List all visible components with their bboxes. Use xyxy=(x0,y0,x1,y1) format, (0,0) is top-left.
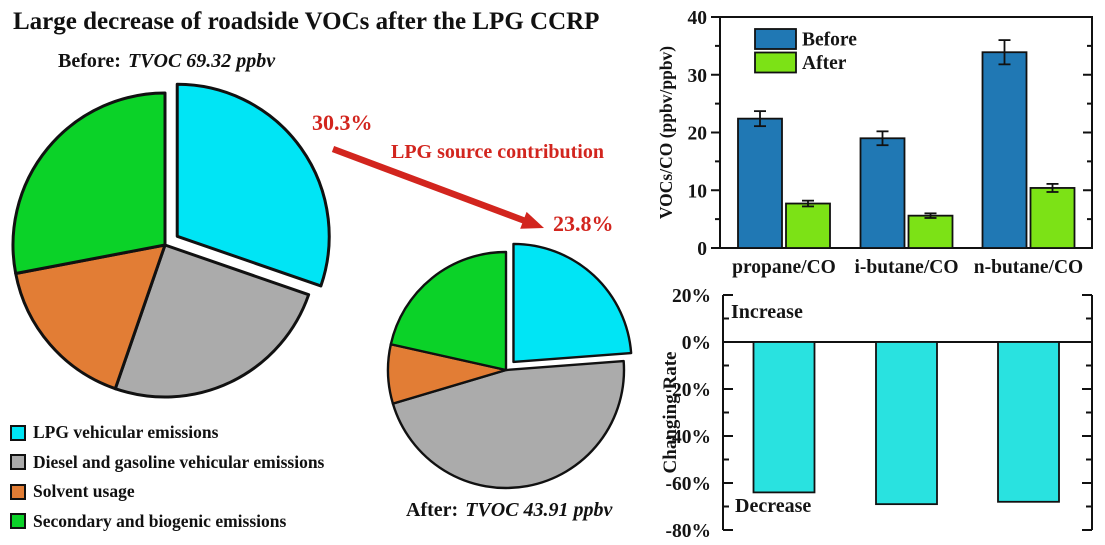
pie-before-title: Before: TVOC 69.32 ppbv xyxy=(58,50,275,73)
legend-label-after: After xyxy=(802,53,847,74)
y-axis-tick-label: 0% xyxy=(682,333,711,354)
pie-after-title-prefix: After: xyxy=(406,499,459,521)
legend-item-lpg: LPG vehicular emissions xyxy=(10,418,324,448)
bar-after-i-butane xyxy=(907,214,954,249)
y-axis-tick-label: 10 xyxy=(688,181,708,202)
y-axis-tick-label: -20% xyxy=(666,380,712,401)
pie-after-title: After: TVOC 43.91 ppbv xyxy=(406,499,612,522)
pie-after-title-value: TVOC 43.91 ppbv xyxy=(465,499,613,521)
bar-after-propane xyxy=(785,202,831,249)
figure-title: Large decrease of roadside VOCs after th… xyxy=(13,8,600,35)
pie-after-slice-lpg xyxy=(512,242,633,364)
pie-after-slice-secondary-biogenic xyxy=(389,250,508,372)
legend-swatch-lpg xyxy=(10,424,26,441)
changing-rate-y-axis-title: Changing Rate xyxy=(660,352,681,474)
legend-item-secondary-biogenic: Secondary and biogenic emissions xyxy=(10,507,324,537)
bar-after-n-butane xyxy=(1029,187,1076,249)
changing-rate-bar-propane xyxy=(752,341,816,494)
legend-item-label: Diesel and gasoline vehicular emissions xyxy=(33,451,325,472)
pie-before-title-prefix: Before: xyxy=(58,50,121,72)
legend-swatch-solvent xyxy=(10,483,26,500)
y-axis-tick-label: 30 xyxy=(688,66,708,87)
changing-rate-bar-n-butane xyxy=(997,341,1060,503)
vocs-y-axis-title: VOCs/CO (ppbv/ppbv) xyxy=(656,46,676,219)
y-axis-tick-label: -80% xyxy=(666,521,712,542)
legend-label-before: Before xyxy=(802,30,857,51)
y-axis-tick-label: 20 xyxy=(688,124,708,145)
y-axis-tick-label: -40% xyxy=(666,427,712,448)
pie-before-slice-solvent xyxy=(14,243,167,391)
pie-before-slice-diesel-gasoline xyxy=(113,243,311,399)
y-axis-tick-label: -60% xyxy=(666,474,712,495)
bar-before-propane xyxy=(737,117,783,249)
increase-annotation: Increase xyxy=(731,301,803,323)
x-axis-category-label: i-butane/CO xyxy=(854,257,958,278)
legend-swatch-before xyxy=(754,28,797,50)
legend-swatch-diesel-gasoline xyxy=(10,454,26,471)
decrease-arrow-head xyxy=(520,211,544,229)
pie-legend: LPG vehicular emissions Diesel and gasoli… xyxy=(10,418,324,536)
legend-swatch-after xyxy=(754,51,797,74)
y-axis-tick-label: 0 xyxy=(697,239,707,260)
legend-item-label: Solvent usage xyxy=(33,481,135,502)
lpg-share-before-callout: 30.3% xyxy=(312,110,373,135)
legend-item-label: Secondary and biogenic emissions xyxy=(33,510,287,531)
pie-before-slice-secondary-biogenic xyxy=(11,91,167,275)
changing-rate-bar-i-butane xyxy=(875,341,938,506)
legend-item-solvent: Solvent usage xyxy=(10,477,324,507)
bar-before-i-butane xyxy=(859,137,906,249)
legend-swatch-secondary-biogenic xyxy=(10,513,26,530)
legend-item-diesel-gasoline: Diesel and gasoline vehicular emissions xyxy=(10,448,324,478)
bar-before-n-butane xyxy=(981,51,1028,249)
y-axis-tick-label: 40 xyxy=(688,8,708,29)
arrow-annotation-label: LPG source contribution xyxy=(391,141,604,163)
x-axis-category-label: n-butane/CO xyxy=(974,257,1083,278)
decrease-arrow-shaft xyxy=(331,145,527,225)
legend-item-label: LPG vehicular emissions xyxy=(33,422,219,443)
decrease-annotation: Decrease xyxy=(735,495,811,517)
y-axis-tick-label: 20% xyxy=(672,286,711,307)
pie-after-slice-diesel-gasoline xyxy=(391,359,626,490)
pie-before-slice-lpg xyxy=(175,82,331,288)
x-axis-category-label: propane/CO xyxy=(732,257,836,278)
pie-before-title-value: TVOC 69.32 ppbv xyxy=(127,50,276,72)
lpg-share-after-callout: 23.8% xyxy=(553,211,614,236)
